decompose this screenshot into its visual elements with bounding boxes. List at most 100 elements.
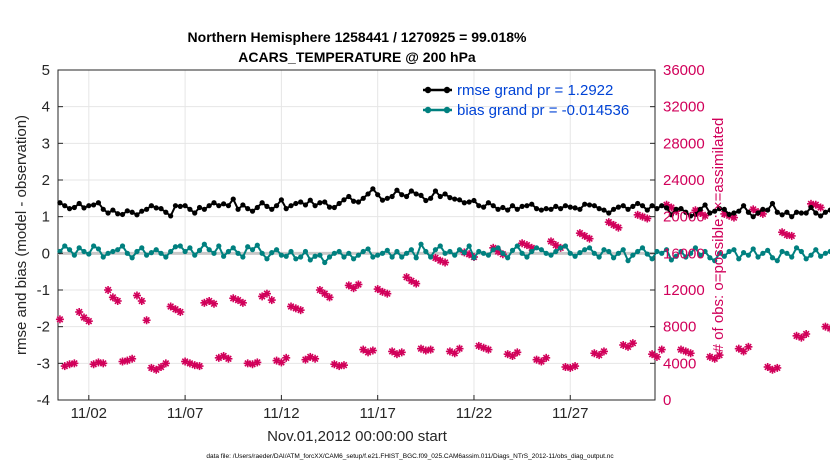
bias-point <box>798 248 804 255</box>
rmse-point <box>485 200 492 206</box>
obs-point <box>710 354 719 363</box>
obs-point <box>335 362 344 371</box>
bias-point <box>163 254 169 260</box>
bias-point <box>307 257 313 263</box>
legend-rmse-swatch-dot <box>424 86 432 94</box>
rmse-point <box>697 206 703 212</box>
legend-bias-swatch-dot <box>424 106 432 114</box>
y-tick-label: 5 <box>42 62 50 79</box>
obs-point <box>142 316 151 325</box>
rmse-point <box>293 200 299 207</box>
obs-point <box>686 349 695 358</box>
rmse-point <box>211 200 217 206</box>
bias-point <box>423 248 429 255</box>
rmse-point <box>379 197 386 203</box>
obs-point <box>99 359 108 368</box>
bias-point <box>86 251 92 257</box>
bias-point <box>808 252 814 258</box>
rmse-point <box>71 204 77 211</box>
y2-tick-label: 16000 <box>663 245 705 262</box>
bias-point <box>192 252 198 258</box>
bias-point <box>688 250 694 256</box>
bias-point <box>500 250 506 256</box>
rmse-point <box>567 204 573 210</box>
bias-point <box>543 250 549 256</box>
rmse-point <box>562 203 569 209</box>
y-tick-label: -3 <box>37 355 50 372</box>
bias-point <box>591 250 597 256</box>
obs-point <box>402 273 411 282</box>
bias-point <box>115 247 121 253</box>
bias-point <box>625 258 631 264</box>
obs-point <box>176 308 185 316</box>
rmse-point <box>115 211 121 217</box>
obs-point <box>368 346 377 355</box>
plot-frame <box>57 69 656 401</box>
obs-point <box>320 289 329 298</box>
rmse-point <box>177 203 183 209</box>
rmse-point <box>712 208 718 214</box>
rmse-point <box>827 207 830 213</box>
bias-point <box>755 254 761 260</box>
bias-point <box>827 248 830 255</box>
bias-point <box>326 254 333 260</box>
bias-point <box>403 250 410 256</box>
rmse-point <box>529 201 535 207</box>
bias-point <box>461 250 467 256</box>
obs-point <box>75 308 84 316</box>
obs-point <box>383 289 392 298</box>
rmse-point <box>408 188 414 194</box>
bias-point <box>283 253 289 259</box>
y2-tick-label: 8000 <box>663 319 696 336</box>
rmse-point <box>524 203 530 209</box>
obs-point <box>744 342 753 351</box>
obs-point <box>195 362 204 371</box>
obs-point <box>715 351 724 360</box>
obs-point <box>354 280 363 289</box>
obs-point <box>614 223 623 232</box>
x-tick-label: 11/02 <box>71 405 107 422</box>
rmse-point <box>346 193 352 200</box>
rmse-point <box>678 206 684 212</box>
rmse-point <box>721 206 727 212</box>
x-tick-label: 11/27 <box>552 405 588 422</box>
footer-text: data file: /Users/raeder/DAI/ATM_forcXX/… <box>206 453 614 460</box>
rmse-point <box>471 197 477 204</box>
obs-point <box>739 347 748 356</box>
rmse-point <box>620 203 626 209</box>
rmse-point <box>326 204 333 210</box>
rmse-point <box>153 205 159 211</box>
y2-tick-label: 24000 <box>663 172 705 189</box>
rmse-point <box>91 202 97 208</box>
rmse-point <box>394 187 400 193</box>
rmse-point <box>495 206 501 212</box>
bias-point <box>567 250 573 256</box>
rmse-point <box>745 209 752 215</box>
bias-point <box>331 250 337 256</box>
obs-point <box>65 360 74 369</box>
y2-tick-label: 4000 <box>663 355 696 372</box>
rmse-point <box>216 203 222 209</box>
obs-point <box>624 342 633 351</box>
obs-point <box>267 296 276 305</box>
rmse-point <box>206 203 212 209</box>
bias-point <box>803 256 809 262</box>
bias-point <box>818 253 824 259</box>
obs-point <box>55 315 64 324</box>
obs-point <box>628 339 637 348</box>
rmse-point <box>312 203 318 209</box>
obs-point <box>315 286 324 294</box>
rmse-point <box>452 196 458 202</box>
grid-layer <box>58 69 655 401</box>
obs-point <box>70 359 79 368</box>
rmse-point <box>187 206 193 212</box>
obs-point <box>599 347 608 356</box>
x-axis-label: Nov.01,2012 00:00:00 start <box>267 428 448 445</box>
obs-point <box>782 231 791 239</box>
rmse-point <box>649 203 655 209</box>
bias-point <box>639 245 646 251</box>
bias-point <box>466 243 472 249</box>
bias-point <box>288 248 294 255</box>
obs-point <box>412 279 421 288</box>
